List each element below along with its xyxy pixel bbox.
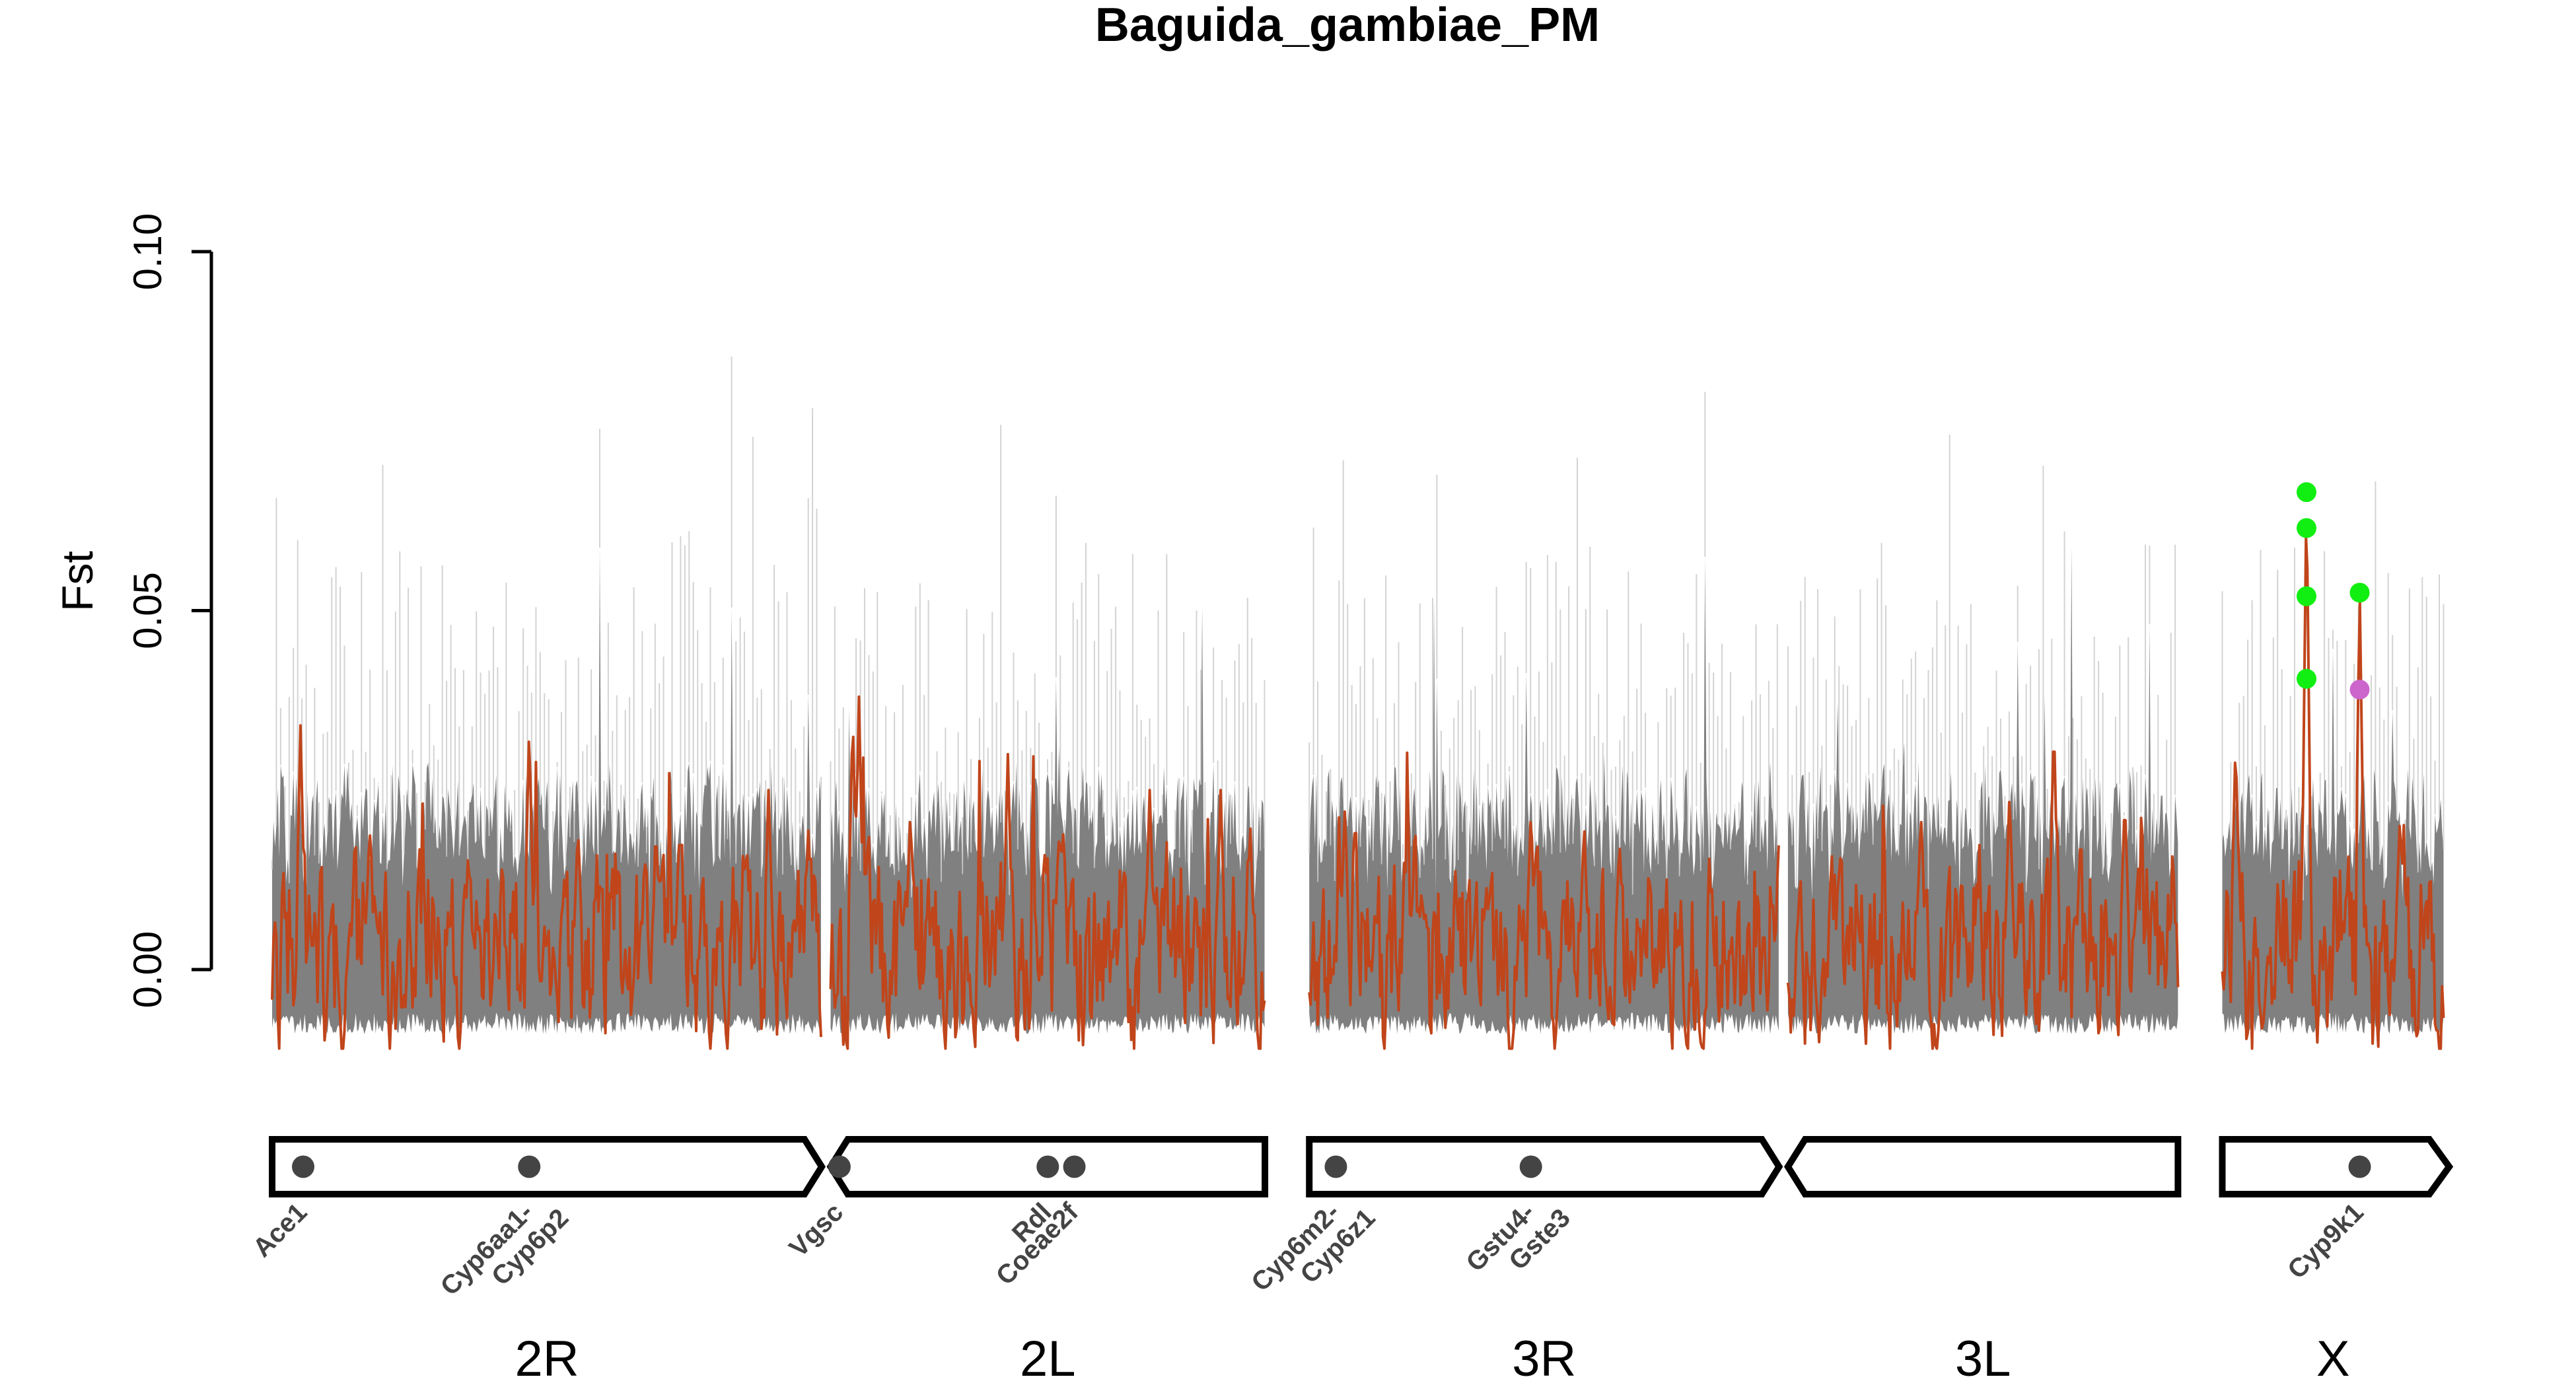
gene-label: Vgsc bbox=[784, 1197, 849, 1263]
observed-line-2R bbox=[271, 724, 822, 1050]
observed-line-3L bbox=[1786, 750, 2180, 1050]
permutation-spikes-X bbox=[2221, 481, 2445, 901]
y-axis-label: Fst bbox=[53, 551, 102, 612]
significant-point bbox=[2349, 583, 2370, 603]
observed-line-3R bbox=[1308, 751, 1780, 1050]
chromosome-arm-3L bbox=[1783, 1136, 2182, 1197]
observed-line-2L bbox=[829, 695, 1266, 1050]
chromosome-label-2R: 2R bbox=[515, 1331, 579, 1387]
gene-position-marker bbox=[1063, 1155, 1086, 1178]
gene-label: Cyp6aa1-Cyp6p2 bbox=[435, 1183, 575, 1322]
permutation-spikes-3L bbox=[1787, 434, 2176, 892]
observed-line-X bbox=[2221, 535, 2445, 1050]
gene-label-line: Vgsc bbox=[784, 1197, 849, 1263]
y-tick-label: 0.00 bbox=[125, 931, 170, 1009]
gene-label: Cyp9k1 bbox=[2282, 1197, 2369, 1285]
y-tick-label: 0.10 bbox=[125, 213, 170, 291]
y-axis: 0.00 0.05 0.10 bbox=[125, 213, 213, 1009]
significant-point bbox=[2296, 586, 2316, 606]
chromosome-arm-2R bbox=[269, 1136, 826, 1197]
gene-position-marker bbox=[1036, 1155, 1059, 1178]
gene-position-marker bbox=[1519, 1155, 1542, 1178]
gene-position-marker bbox=[828, 1155, 851, 1178]
gene-label-line: Ace1 bbox=[248, 1197, 313, 1263]
gene-label: Cyp6m2-Cyp6z1 bbox=[1246, 1183, 1380, 1318]
chromosome-label-3R: 3R bbox=[1512, 1331, 1576, 1387]
gene-position-marker bbox=[291, 1155, 314, 1178]
chart-title: Baguida_gambiae_PM bbox=[1095, 0, 1600, 52]
chromosome-arm-X bbox=[2219, 1136, 2454, 1197]
chromosome-arm-3R bbox=[1306, 1136, 1783, 1197]
significant-point bbox=[2296, 482, 2316, 503]
permutation-spikes-2L bbox=[830, 425, 1266, 898]
chromosome-labels: 2R 2L 3R 3L X bbox=[515, 1331, 2349, 1387]
observed-fst-series bbox=[271, 535, 2445, 1050]
chromosome-label-2L: 2L bbox=[1020, 1331, 1076, 1387]
chromosome-ideogram bbox=[269, 1136, 2454, 1197]
significant-point bbox=[2296, 518, 2316, 538]
significant-point bbox=[2296, 668, 2316, 689]
chromosome-label-X: X bbox=[2316, 1331, 2350, 1387]
gene-position-marker bbox=[1324, 1155, 1347, 1178]
gene-label-line: Cyp9k1 bbox=[2282, 1197, 2369, 1285]
gene-label: Gstu4-Gste3 bbox=[1460, 1183, 1575, 1298]
significant-point bbox=[2349, 680, 2370, 700]
permutation-spikes-2R bbox=[271, 356, 822, 886]
gene-label: Ace1 bbox=[248, 1197, 313, 1263]
permutation-spikes-3R bbox=[1308, 392, 1778, 895]
chromosome-label-3L: 3L bbox=[1955, 1331, 2011, 1387]
gene-position-marker bbox=[518, 1155, 541, 1178]
y-tick-label: 0.05 bbox=[125, 572, 170, 649]
gene-position-marker bbox=[2348, 1155, 2371, 1178]
significant-window-markers bbox=[2296, 482, 2370, 700]
